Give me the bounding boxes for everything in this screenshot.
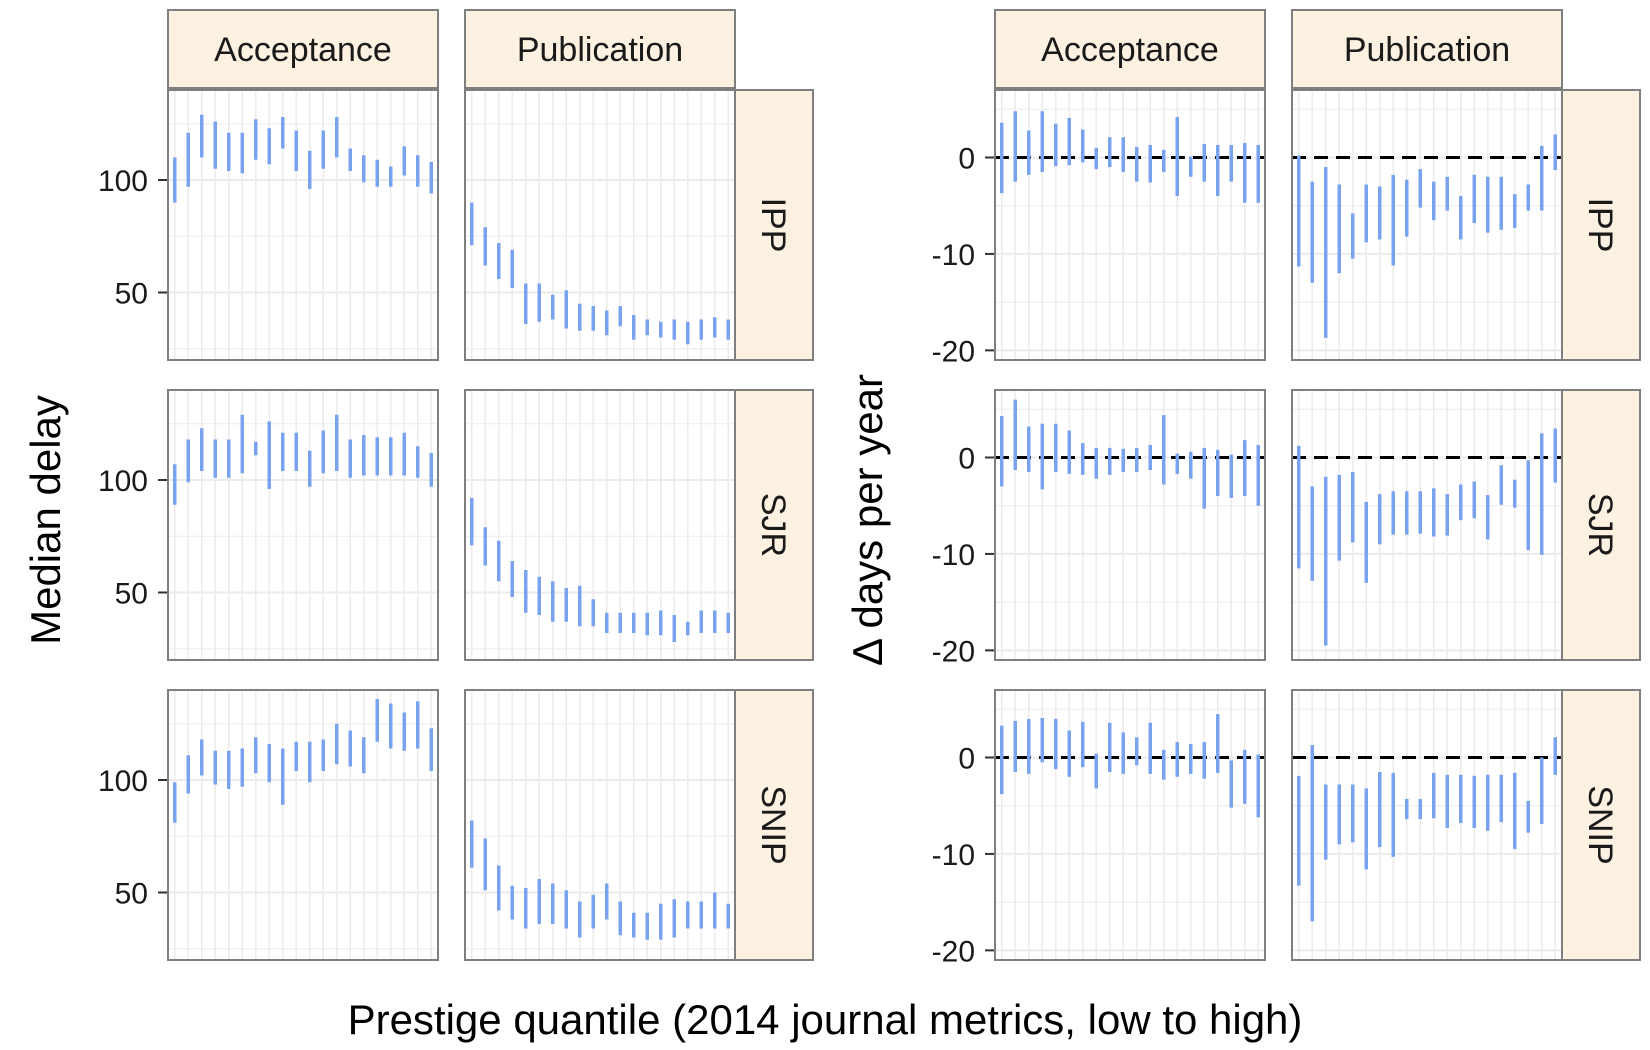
right-row-strip-sjr	[1561, 389, 1641, 661]
right-panel-border	[994, 389, 1266, 661]
left-row-strip-snip	[734, 689, 814, 961]
right-y-tick-label: -10	[932, 239, 975, 272]
left-panel-bg-snip-publication	[465, 690, 735, 960]
right-panel-bg-sjr-publication	[1292, 390, 1562, 660]
right-panel-bg-sjr-acceptance	[995, 390, 1265, 660]
left-row-strip-label: SJR	[754, 493, 792, 557]
left-y-tick-label: 100	[98, 765, 148, 798]
right-row-strip-ipp	[1561, 89, 1641, 361]
left-y-tick-label: 100	[98, 165, 148, 198]
left-row-strip-sjr	[734, 389, 814, 661]
right-panel-border	[1291, 89, 1563, 361]
left-panel-border	[464, 389, 736, 661]
left-column-strip-publication	[464, 9, 736, 89]
right-column-strip-acceptance	[994, 9, 1266, 89]
right-panel-bg-ipp-acceptance	[995, 90, 1265, 360]
right-y-tick-label: -20	[932, 335, 975, 368]
right-y-tick-label: -10	[932, 839, 975, 872]
right-column-strip-publication	[1291, 9, 1563, 89]
left-panel-border	[464, 689, 736, 961]
right-y-tick-label: 0	[958, 743, 975, 776]
right-y-tick-label: 0	[958, 143, 975, 176]
right-row-strip-label: IPP	[1581, 198, 1619, 253]
left-column-strip-label: Acceptance	[214, 31, 392, 69]
left-row-strip-ipp	[734, 89, 814, 361]
right-panel-border	[1291, 689, 1563, 961]
right-y-tick-label: -20	[932, 935, 975, 968]
left-panel-bg-sjr-acceptance	[168, 390, 438, 660]
left-panel-bg-sjr-publication	[465, 390, 735, 660]
right-panel-border	[994, 689, 1266, 961]
right-y-axis-title: Δ days per year	[844, 374, 891, 666]
left-y-tick-label: 50	[115, 878, 148, 911]
right-y-tick-label: -10	[932, 539, 975, 572]
right-column-strip-label: Acceptance	[1041, 31, 1219, 69]
left-row-strip-label: IPP	[754, 198, 792, 253]
left-panel-bg-ipp-publication	[465, 90, 735, 360]
left-column-strip-acceptance	[167, 9, 439, 89]
left-y-tick-label: 50	[115, 278, 148, 311]
right-panel-border	[994, 89, 1266, 361]
right-panel-bg-snip-acceptance	[995, 690, 1265, 960]
right-row-strip-label: SNIP	[1581, 785, 1619, 864]
right-panel-bg-snip-publication	[1292, 690, 1562, 960]
left-panel-bg-snip-acceptance	[168, 690, 438, 960]
left-panel-border	[464, 89, 736, 361]
right-column-strip-label: Publication	[1344, 31, 1510, 69]
left-y-axis-title: Median delay	[22, 395, 69, 645]
x-axis-title: Prestige quantile (2014 journal metrics,…	[348, 996, 1303, 1043]
right-y-tick-label: 0	[958, 443, 975, 476]
right-row-strip-label: SJR	[1581, 493, 1619, 557]
right-y-tick-label: -20	[932, 635, 975, 668]
left-row-strip-label: SNIP	[754, 785, 792, 864]
left-column-strip-label: Publication	[517, 31, 683, 69]
left-y-tick-label: 100	[98, 465, 148, 498]
right-panel-bg-ipp-publication	[1292, 90, 1562, 360]
left-y-tick-label: 50	[115, 578, 148, 611]
left-panel-border	[167, 89, 439, 361]
left-panel-border	[167, 689, 439, 961]
left-panel-bg-ipp-acceptance	[168, 90, 438, 360]
left-panel-border	[167, 389, 439, 661]
right-panel-border	[1291, 389, 1563, 661]
